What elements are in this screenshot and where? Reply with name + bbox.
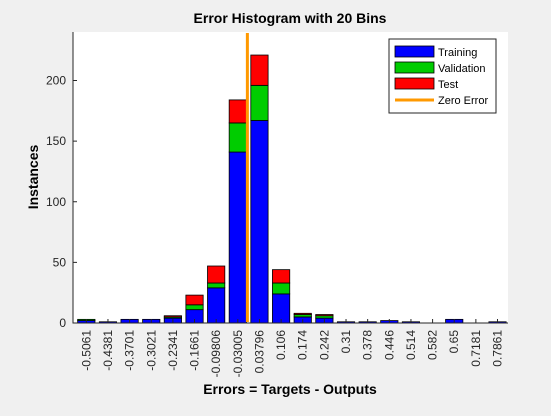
x-tick-label-18: 0.7181 (469, 330, 483, 367)
y-tick-label-100: 100 (46, 195, 66, 209)
x-tick-label-7: -0.03005 (231, 330, 245, 378)
legend-label-zero-error: Zero Error (438, 95, 488, 107)
legend: Training Validation Test Zero Error (388, 38, 497, 114)
bar-validation-8 (250, 84, 269, 121)
x-tick-label-14: 0.446 (382, 330, 396, 360)
y-tick-label-50: 50 (53, 255, 67, 269)
bar-test-10 (293, 312, 312, 315)
y-tick-label-0: 0 (59, 316, 66, 330)
x-tick-label-17: 0.65 (447, 330, 461, 354)
bar-training-6 (207, 287, 226, 324)
legend-label-training: Training (438, 47, 477, 59)
x-tick-label-2: -0.3701 (123, 330, 137, 371)
bar-test-11 (315, 314, 334, 317)
bar-test-4 (163, 315, 182, 318)
x-tick-label-19: 0.7861 (491, 330, 505, 367)
x-tick-label-15: 0.514 (404, 330, 418, 360)
bar-test-8 (250, 54, 269, 86)
bar-test-5 (185, 294, 204, 306)
x-tick-label-4: -0.2341 (166, 330, 180, 371)
x-tick-label-16: 0.582 (426, 330, 440, 360)
legend-label-test: Test (438, 79, 458, 91)
x-axis: -0.5061 -0.4381 -0.3701 -0.3021 -0.2341 -0.16… (79, 319, 505, 378)
y-tick-label-200: 200 (46, 74, 66, 88)
bar-validation-7 (228, 122, 247, 153)
legend-swatch-validation (394, 61, 435, 74)
x-tick-label-5: -0.1661 (188, 330, 202, 371)
x-tick-label-11: 0.242 (317, 330, 331, 360)
legend-label-validation: Validation (438, 63, 486, 75)
bar-training-7 (228, 151, 247, 324)
bar-test-6 (207, 265, 226, 284)
y-tick-label-150: 150 (46, 134, 66, 148)
bar-training-8 (250, 120, 269, 324)
x-tick-label-13: 0.378 (361, 330, 375, 360)
x-axis-label: Errors = Targets - Outputs (203, 381, 377, 397)
bar-test-7 (228, 99, 247, 124)
bar-training-9 (272, 293, 291, 324)
y-axis: 0 50 100 150 200 (46, 74, 77, 330)
axes-box (72, 32, 508, 324)
legend-swatch-training (394, 45, 435, 58)
bar-validation-5 (185, 304, 204, 311)
bar-validation-9 (272, 282, 291, 295)
y-axis-label: Instances (25, 144, 41, 209)
chart-title: Error Histogram with 20 Bins (194, 10, 387, 26)
x-tick-label-0: -0.5061 (79, 330, 93, 371)
x-tick-label-12: 0.31 (339, 330, 353, 354)
x-tick-label-10: 0.174 (296, 330, 310, 360)
x-tick-label-9: 0.106 (274, 330, 288, 360)
bar-test-9 (272, 269, 291, 284)
x-tick-label-3: -0.3021 (144, 330, 158, 371)
x-tick-label-8: 0.03796 (252, 330, 266, 374)
legend-swatch-test (394, 77, 435, 90)
bar-validation-6 (207, 282, 226, 289)
x-tick-label-1: -0.4381 (101, 330, 115, 371)
x-tick-label-6: -0.09806 (209, 330, 223, 378)
